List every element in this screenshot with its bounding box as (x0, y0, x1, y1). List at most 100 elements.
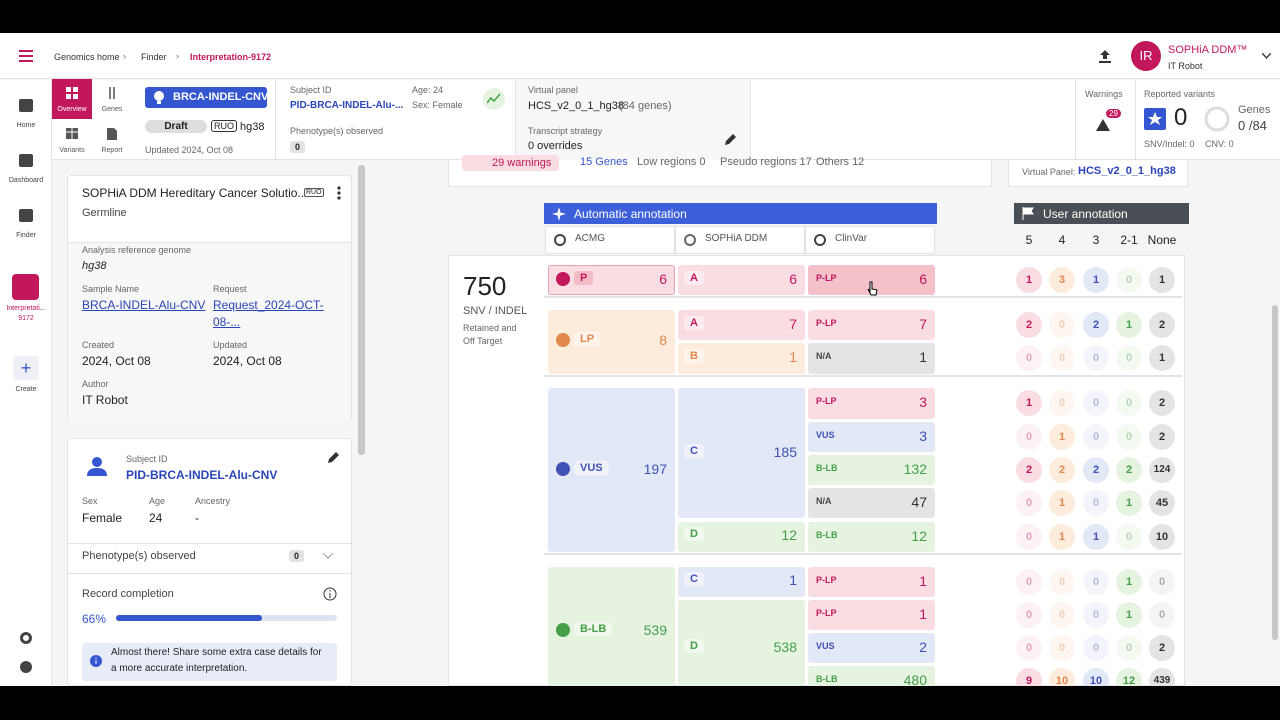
user-count[interactable]: 0 (1116, 423, 1142, 450)
subject-id[interactable]: PID-BRCA-INDEL-Alu-... (290, 100, 404, 111)
case-badge[interactable]: BRCA-INDEL-CNV (145, 87, 268, 108)
user-count[interactable]: 0 (1116, 635, 1142, 662)
user-count[interactable]: 1 (1149, 267, 1175, 293)
info-icon[interactable] (323, 587, 337, 601)
panel-name: HCS_v2_0_1_hg38 (528, 100, 625, 112)
nav-label[interactable]: Finder (16, 232, 36, 239)
user-count[interactable]: 1 (1083, 267, 1109, 293)
clinvar-cell[interactable] (808, 521, 935, 552)
user-count[interactable]: 0 (1149, 568, 1175, 595)
user-count[interactable]: 0 (1049, 390, 1075, 417)
breadcrumb[interactable]: Finder (141, 52, 167, 62)
user-count[interactable]: 0 (1116, 267, 1142, 293)
user-count[interactable]: 0 (1049, 568, 1075, 595)
chevron[interactable] (1262, 53, 1271, 59)
breadcrumb[interactable]: Genomics home (54, 52, 120, 62)
user-count[interactable]: 0 (1083, 635, 1109, 662)
user-count[interactable]: 1 (1049, 490, 1075, 517)
user-count[interactable]: 45 (1149, 490, 1175, 517)
edit-icon[interactable] (328, 451, 340, 463)
clinvar-cell[interactable] (808, 388, 935, 419)
user-count[interactable]: 0 (1083, 568, 1109, 595)
clinvar-cell[interactable] (808, 454, 935, 486)
user-count[interactable]: 2 (1149, 312, 1175, 338)
user-count[interactable]: 0 (1049, 635, 1075, 662)
menu-icon[interactable] (19, 50, 33, 62)
tab[interactable]: Overview (57, 106, 87, 113)
tab[interactable]: Genes (101, 106, 123, 113)
avatar[interactable]: IR (1131, 41, 1161, 71)
clinvar-cell[interactable] (808, 566, 935, 597)
panel-link[interactable]: HCS_v2_0_1_hg38 (1078, 165, 1176, 177)
tab[interactable]: Variants (59, 147, 85, 154)
user-count[interactable]: 0 (1116, 523, 1142, 550)
request-link[interactable]: Request_2024-OCT- (213, 298, 324, 312)
clinvar-cell[interactable] (808, 599, 935, 631)
label[interactable]: Phenotype(s) observed (82, 550, 196, 562)
request-link[interactable]: 08-... (213, 315, 241, 329)
chevron[interactable] (323, 553, 333, 559)
nav-label[interactable]: Home (16, 122, 36, 129)
user-count[interactable]: 1 (1049, 523, 1075, 550)
user-count[interactable]: 2 (1016, 312, 1042, 338)
user-count[interactable]: 1 (1116, 490, 1142, 517)
user-count[interactable]: 1 (1149, 345, 1175, 372)
user-count[interactable]: 2 (1083, 456, 1109, 483)
user-count[interactable]: 0 (1049, 312, 1075, 338)
user-count[interactable]: 2 (1016, 456, 1042, 483)
user-count[interactable]: 0 (1116, 345, 1142, 372)
clinvar-cell[interactable] (808, 421, 935, 452)
tab[interactable]: Report (101, 147, 123, 154)
warning-icon[interactable] (1096, 119, 1110, 131)
user-count[interactable]: 2 (1083, 312, 1109, 338)
clinvar-cell[interactable] (808, 343, 935, 374)
user-count[interactable]: 1 (1083, 523, 1109, 550)
user-count[interactable]: 1 (1049, 423, 1075, 450)
subject-id[interactable]: PID-BRCA-INDEL-Alu-CNV (126, 468, 278, 482)
clinvar-cell[interactable] (808, 310, 935, 341)
warnings-chip[interactable]: 29 warnings (462, 155, 560, 171)
nav-label[interactable]: Dashboard (8, 177, 44, 184)
genome: hg38 (240, 121, 265, 133)
upload-icon[interactable] (1099, 50, 1111, 63)
clinvar-cell[interactable] (808, 633, 935, 664)
user-count[interactable]: 0 (1083, 390, 1109, 417)
user-count[interactable]: 1 (1116, 601, 1142, 628)
user-count[interactable]: 0 (1083, 345, 1109, 372)
user-count[interactable]: 0 (1116, 390, 1142, 417)
clinvar-cell[interactable] (808, 488, 935, 519)
user-count[interactable]: 0 (1083, 490, 1109, 517)
user-count[interactable]: 2 (1049, 456, 1075, 483)
more-icon[interactable] (337, 186, 341, 200)
user-count[interactable]: 0 (1016, 345, 1042, 372)
user-count[interactable]: 1 (1116, 312, 1142, 338)
user-count[interactable]: 3 (1049, 267, 1075, 293)
user-count[interactable]: 2 (1149, 390, 1175, 417)
user-count[interactable]: 0 (1049, 345, 1075, 372)
user-count[interactable]: 0 (1016, 601, 1042, 628)
edit-icon[interactable] (725, 133, 737, 145)
scrollbar[interactable] (1272, 305, 1278, 640)
user-count[interactable]: 2 (1116, 456, 1142, 483)
user-count[interactable]: 0 (1049, 601, 1075, 628)
user-count[interactable]: 1 (1016, 390, 1042, 417)
user-count[interactable]: 1 (1116, 568, 1142, 595)
trend-icon[interactable] (483, 88, 505, 110)
user-count[interactable]: 124 (1149, 456, 1175, 483)
nav-active[interactable] (12, 274, 39, 300)
tab-active[interactable] (52, 79, 92, 119)
user-count[interactable]: 10 (1149, 523, 1175, 550)
sample-link[interactable]: BRCA-INDEL-Alu-CNV (82, 298, 206, 312)
user-count[interactable]: 2 (1149, 635, 1175, 662)
user-count[interactable]: 0 (1149, 601, 1175, 628)
user-count[interactable]: 2 (1149, 423, 1175, 450)
scrollbar[interactable] (358, 165, 365, 455)
user-count[interactable]: 0 (1083, 423, 1109, 450)
user-count[interactable]: 1 (1016, 267, 1042, 293)
user-count[interactable]: 0 (1016, 490, 1042, 517)
user-count[interactable]: 0 (1016, 423, 1042, 450)
user-count[interactable]: 0 (1016, 568, 1042, 595)
user-count[interactable]: 0 (1016, 523, 1042, 550)
user-count[interactable]: 0 (1016, 635, 1042, 662)
user-count[interactable]: 0 (1083, 601, 1109, 628)
